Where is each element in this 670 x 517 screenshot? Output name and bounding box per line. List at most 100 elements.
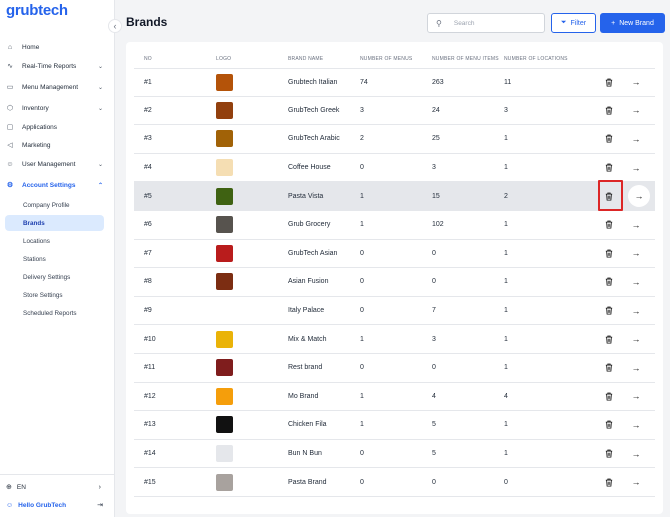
brand-number: #1 xyxy=(144,78,152,86)
sidebar-item-marketing[interactable]: ◁ Marketing xyxy=(0,136,115,154)
sidebar-item-label: User Management xyxy=(22,160,76,168)
menu-count: 0 xyxy=(360,450,364,458)
sidebar-subitem-stations[interactable]: Stations xyxy=(23,255,46,263)
sidebar-subitem-scheduled-reports[interactable]: Scheduled Reports xyxy=(23,309,77,317)
sidebar-item-account-settings[interactable]: ⚙ Account Settings ⌃ xyxy=(0,176,115,194)
arrow-right-icon[interactable]: → xyxy=(631,248,641,259)
brand-logo-cell xyxy=(216,383,233,411)
brand-logo xyxy=(216,416,233,434)
search-box[interactable]: ⚲ xyxy=(427,13,545,33)
menu-item-count: 7 xyxy=(432,307,436,315)
brand-logo-cell xyxy=(216,182,233,210)
arrow-right-icon[interactable]: → xyxy=(631,219,641,230)
delete-icon[interactable] xyxy=(602,475,616,489)
user-profile[interactable]: ☺ Hello GrubTech ⇥ xyxy=(0,498,115,512)
arrow-right-icon[interactable]: → xyxy=(631,77,641,88)
delete-icon[interactable] xyxy=(602,275,616,289)
delete-icon[interactable] xyxy=(602,189,616,203)
sidebar-subitem-store-settings[interactable]: Store Settings xyxy=(23,291,63,299)
delete-icon[interactable] xyxy=(602,389,616,403)
sidebar-subitem-locations[interactable]: Locations xyxy=(23,237,50,245)
brand-name: Mix & Match xyxy=(288,335,327,343)
brand-logo xyxy=(216,359,233,377)
table-row[interactable]: #15 Pasta Brand 0 0 0 → xyxy=(134,468,655,497)
brand-number: #8 xyxy=(144,278,152,286)
language-selector[interactable]: ⊕ EN › xyxy=(0,480,115,494)
table-row[interactable]: #10 Mix & Match 1 3 1 → xyxy=(134,325,655,354)
column-header-menus: NUMBER OF MENUS xyxy=(360,56,413,62)
search-input[interactable] xyxy=(453,19,534,27)
table-row[interactable]: #5 Pasta Vista 1 15 2 → xyxy=(134,182,655,211)
table-row[interactable]: #8 Asian Fusion 0 0 1 → xyxy=(134,268,655,297)
table-row[interactable]: #11 Rest brand 0 0 1 → xyxy=(134,354,655,383)
sidebar-item-applications[interactable]: ▢ Applications xyxy=(0,118,115,136)
brand-logo-cell xyxy=(216,211,233,239)
delete-icon[interactable] xyxy=(602,103,616,117)
sidebar-item-label: Real-Time Reports xyxy=(22,62,77,70)
delete-icon[interactable] xyxy=(602,304,616,318)
table-row[interactable]: #14 Bun N Bun 0 5 1 → xyxy=(134,440,655,469)
sidebar-item-home[interactable]: ⌂ Home xyxy=(0,38,115,56)
arrow-right-icon[interactable]: → xyxy=(631,105,641,116)
table-row[interactable]: #12 Mo Brand 1 4 4 → xyxy=(134,383,655,412)
brand-number: #13 xyxy=(144,421,156,429)
table-row[interactable]: #9 Italy Palace 0 7 1 → xyxy=(134,297,655,326)
brand-number: #14 xyxy=(144,450,156,458)
filter-button[interactable]: ⏷ Filter xyxy=(551,13,596,33)
sidebar-item-menu-management[interactable]: ▭ Menu Management ⌄ xyxy=(0,78,115,96)
arrow-right-icon[interactable]: → xyxy=(631,133,641,144)
table-row[interactable]: #7 GrubTech Asian 0 0 1 → xyxy=(134,240,655,269)
arrow-right-icon[interactable]: → xyxy=(631,391,641,402)
delete-icon[interactable] xyxy=(602,161,616,175)
menu-count: 74 xyxy=(360,78,368,86)
table-row[interactable]: #6 Grub Grocery 1 102 1 → xyxy=(134,211,655,240)
sidebar-subitem-brands[interactable]: Brands xyxy=(5,215,104,231)
plus-icon: + xyxy=(611,19,616,27)
new-brand-button[interactable]: + New Brand xyxy=(600,13,665,33)
brand-logo-cell xyxy=(216,125,233,153)
sidebar-subitem-company-profile[interactable]: Company Profile xyxy=(23,201,70,209)
monitor-icon: ▢ xyxy=(6,124,14,131)
table-row[interactable]: #4 Coffee House 0 3 1 → xyxy=(134,154,655,183)
table-row[interactable]: #2 GrubTech Greek 3 24 3 → xyxy=(134,97,655,126)
sidebar-item-inventory[interactable]: ⬡ Inventory ⌄ xyxy=(0,99,115,117)
delete-icon[interactable] xyxy=(602,246,616,260)
arrow-right-icon[interactable]: → xyxy=(631,334,641,345)
arrow-right-icon[interactable]: → xyxy=(631,276,641,287)
arrow-right-icon[interactable]: → xyxy=(631,477,641,488)
brand-logo xyxy=(216,445,233,463)
brand-number: #2 xyxy=(144,106,152,114)
column-header-no: NO xyxy=(144,56,152,62)
arrow-right-icon[interactable]: → xyxy=(631,419,641,430)
delete-icon[interactable] xyxy=(602,75,616,89)
table-row[interactable]: #13 Chicken Fila 1 5 1 → xyxy=(134,411,655,440)
sidebar-item-real-time-reports[interactable]: ∿ Real-Time Reports ⌄ xyxy=(0,57,115,75)
delete-icon[interactable] xyxy=(602,447,616,461)
logout-icon[interactable]: ⇥ xyxy=(97,502,103,509)
collapse-sidebar-button[interactable]: ‹ xyxy=(108,19,122,33)
brand-logo xyxy=(216,273,233,291)
sidebar-subitem-delivery-settings[interactable]: Delivery Settings xyxy=(23,273,71,281)
arrow-right-icon[interactable]: → xyxy=(631,448,641,459)
filter-icon: ⏷ xyxy=(560,19,567,26)
table-header: NO LOGO BRAND NAME NUMBER OF MENUS NUMBE… xyxy=(134,54,655,66)
arrow-right-icon[interactable]: → xyxy=(631,362,641,373)
user-greeting: Hello GrubTech xyxy=(18,501,67,509)
sidebar-item-label: Inventory xyxy=(22,104,49,112)
delete-icon[interactable] xyxy=(602,132,616,146)
location-count: 2 xyxy=(504,192,508,200)
app-logo[interactable]: grubtech xyxy=(6,2,68,19)
arrow-right-icon[interactable]: → xyxy=(628,185,650,208)
delete-icon[interactable] xyxy=(602,418,616,432)
sidebar-item-user-management[interactable]: ☺ User Management ⌄ xyxy=(0,155,115,173)
delete-icon[interactable] xyxy=(602,332,616,346)
arrow-right-icon[interactable]: → xyxy=(631,305,641,316)
table-row[interactable]: #3 GrubTech Arabic 2 25 1 → xyxy=(134,125,655,154)
arrow-right-icon[interactable]: → xyxy=(631,162,641,173)
table-row[interactable]: #1 Grubtech Italian 74 263 11 → xyxy=(134,68,655,97)
delete-icon[interactable] xyxy=(602,361,616,375)
chevron-icon: ⌃ xyxy=(97,182,103,189)
column-header-brand-name: BRAND NAME xyxy=(288,56,324,62)
delete-icon[interactable] xyxy=(602,218,616,232)
menu-item-count: 15 xyxy=(432,192,440,200)
